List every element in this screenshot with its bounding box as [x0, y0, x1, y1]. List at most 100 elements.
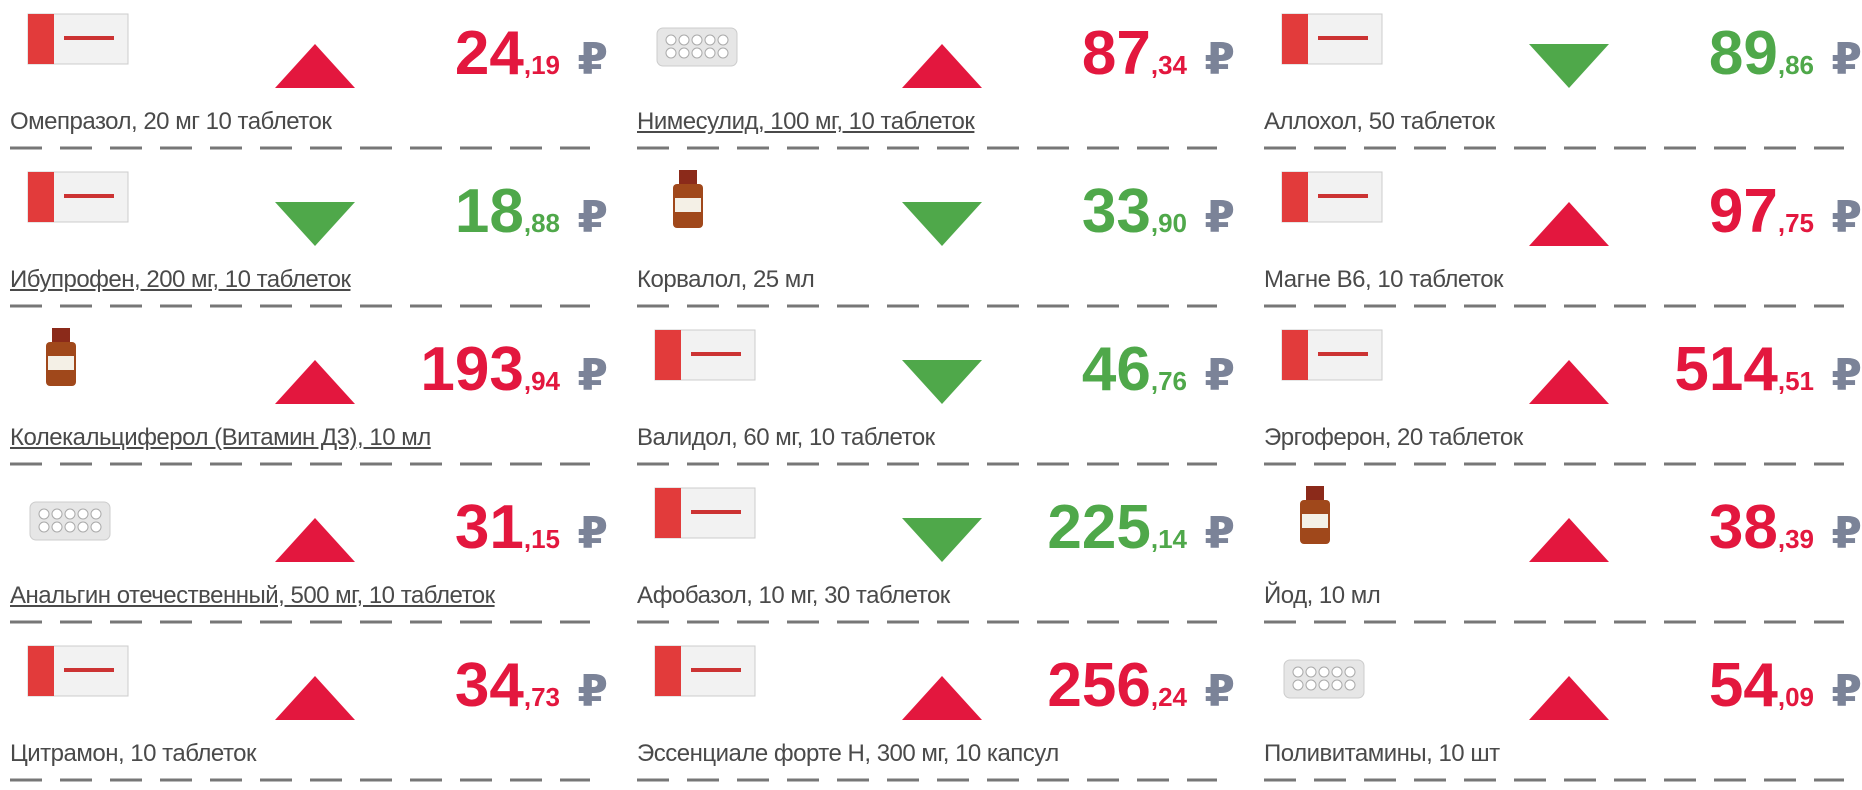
product-card: Эргоферон, 20 таблеток514,51₽ [1254, 316, 1862, 474]
product-card: Аллохол, 50 таблеток 89,86 ₽ [1254, 0, 1862, 158]
icon-pill [78, 522, 88, 532]
product-name[interactable]: Нимесулид, 100 мг, 10 таблеток [637, 108, 974, 136]
price-fraction: ,73 [524, 682, 560, 712]
icon-stripe [1282, 330, 1308, 380]
product-card: Поливитамины, 10 шт54,09₽ [1254, 632, 1862, 790]
price-whole: 256 [1047, 651, 1150, 720]
product-name: Омепразол, 20 мг 10 таблеток [10, 108, 331, 136]
price-whole: 31 [455, 493, 524, 562]
currency-sign: ₽ [1204, 192, 1235, 243]
product-name[interactable]: Анальгин отечественный, 500 мг, 10 табле… [10, 582, 495, 610]
product-icon [1284, 660, 1364, 698]
currency-sign: ₽ [1204, 666, 1235, 717]
icon-line [691, 668, 741, 672]
icon-pill [65, 522, 75, 532]
icon-label [1302, 514, 1328, 528]
product-card: Колекальциферол (Витамин Д3), 10 мл 193,9… [0, 316, 620, 474]
icon-line [64, 36, 114, 40]
price-whole: 46 [1082, 335, 1151, 404]
price-fraction: ,19 [524, 50, 560, 80]
icon-pill [718, 35, 728, 45]
product-card: Магне B6, 10 таблеток97,75₽ [1254, 158, 1862, 316]
price: 38,39 [1709, 492, 1814, 563]
product-name: Афобазол, 10 мг, 30 таблеток [637, 582, 950, 610]
icon-cap [52, 328, 70, 342]
currency-sign: ₽ [1831, 34, 1862, 85]
currency-sign: ₽ [1831, 192, 1862, 243]
icon-pill [666, 48, 676, 58]
trend-arrow [275, 676, 355, 720]
product-name[interactable]: Колекальциферол (Витамин Д3), 10 мл [10, 424, 431, 452]
currency-sign: ₽ [577, 192, 608, 243]
currency-sign: ₽ [1204, 34, 1235, 85]
price-whole: 34 [455, 651, 524, 720]
price-fraction: ,94 [524, 366, 560, 396]
icon-line [1318, 36, 1368, 40]
price-fraction: ,86 [1778, 50, 1814, 80]
price-fraction: ,75 [1778, 208, 1814, 238]
icon-pill [52, 522, 62, 532]
trend-arrow [902, 44, 982, 88]
icon-pill [39, 522, 49, 532]
icon-line [64, 194, 114, 198]
icon-pill [718, 48, 728, 58]
price-fraction: ,14 [1151, 524, 1187, 554]
price-fraction: ,90 [1151, 208, 1187, 238]
icon-pill [692, 35, 702, 45]
price: 33,90 [1082, 176, 1187, 247]
product-name: Аллохол, 50 таблеток [1264, 108, 1494, 136]
trend-arrow [1529, 44, 1609, 88]
product-card: Эссенциале форте Н, 300 мг, 10 капсул256… [627, 632, 1247, 790]
trend-arrow [902, 202, 982, 246]
icon-line [64, 668, 114, 672]
icon-pill [1293, 667, 1303, 677]
icon-pill [666, 35, 676, 45]
icon-pill [91, 522, 101, 532]
trend-arrow [1529, 518, 1609, 562]
price: 193,94 [420, 334, 560, 405]
price-fraction: ,76 [1151, 366, 1187, 396]
icon-stripe [28, 14, 54, 64]
product-icon [657, 28, 737, 66]
price: 54,09 [1709, 650, 1814, 721]
price: 225,14 [1047, 492, 1187, 563]
product-card: Анальгин отечественный, 500 мг, 10 табле… [0, 474, 620, 632]
price: 31,15 [455, 492, 560, 563]
price: 89,86 [1709, 18, 1814, 89]
icon-pill [65, 509, 75, 519]
product-card: Цитрамон, 10 таблеток34,73₽ [0, 632, 620, 790]
price-fraction: ,39 [1778, 524, 1814, 554]
price: 97,75 [1709, 176, 1814, 247]
price: 514,51 [1674, 334, 1814, 405]
trend-arrow [902, 676, 982, 720]
icon-label [48, 356, 74, 370]
price-whole: 38 [1709, 493, 1778, 562]
product-card: Афобазол, 10 мг, 30 таблеток225,14₽ [627, 474, 1247, 632]
currency-sign: ₽ [1831, 508, 1862, 559]
product-name: Йод, 10 мл [1264, 582, 1380, 610]
price: 256,24 [1047, 650, 1187, 721]
icon-pill [692, 48, 702, 58]
product-icon [30, 502, 110, 540]
price-whole: 193 [420, 335, 523, 404]
icon-pill [1332, 667, 1342, 677]
price: 34,73 [455, 650, 560, 721]
trend-arrow [1529, 676, 1609, 720]
product-name: Поливитамины, 10 шт [1264, 740, 1500, 768]
price: 87,34 [1082, 18, 1187, 89]
icon-cap [1306, 486, 1324, 500]
icon-pill [1293, 680, 1303, 690]
icon-pill [1306, 667, 1316, 677]
icon-pill [1345, 680, 1355, 690]
price-fraction: ,24 [1151, 682, 1187, 712]
icon-pill [1332, 680, 1342, 690]
icon-pill [679, 48, 689, 58]
icon-pill [705, 35, 715, 45]
product-name[interactable]: Ибупрофен, 200 мг, 10 таблеток [10, 266, 350, 294]
icon-stripe [28, 172, 54, 222]
icon-stripe [1282, 172, 1308, 222]
trend-arrow [275, 44, 355, 88]
icon-pill [91, 509, 101, 519]
trend-arrow [902, 360, 982, 404]
